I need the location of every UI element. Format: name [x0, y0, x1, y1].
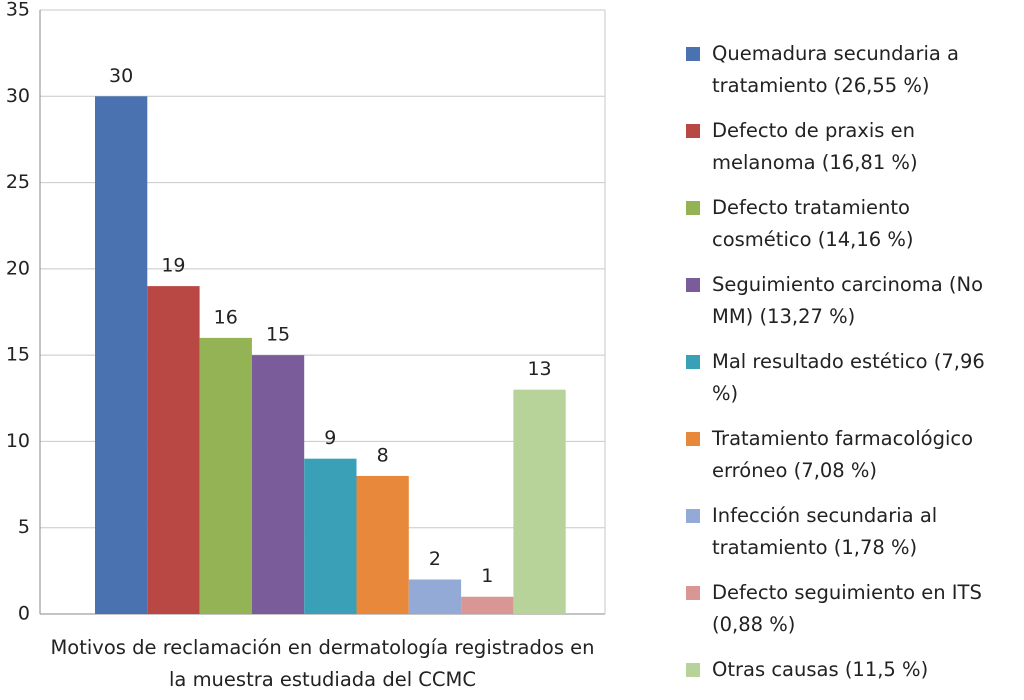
data-label: 1 — [481, 565, 493, 587]
y-tick-label: 0 — [18, 603, 30, 625]
y-tick-label: 15 — [6, 344, 30, 366]
legend-item: Tratamiento farmacológico erróneo (7,08 … — [686, 423, 1011, 487]
legend-item: Defecto tratamiento cosmético (14,16 %) — [686, 192, 1011, 256]
data-label: 16 — [214, 306, 238, 328]
data-label: 8 — [377, 444, 389, 466]
legend-item: Infección secundaria al tratamiento (1,7… — [686, 500, 1011, 564]
legend-swatch — [686, 663, 700, 677]
y-tick-label: 5 — [18, 516, 30, 538]
legend-swatch — [686, 432, 700, 446]
data-label: 15 — [266, 324, 290, 346]
legend-swatch — [686, 278, 700, 292]
legend-swatch — [686, 355, 700, 369]
legend-label: Quemadura secundaria a tratamiento (26,5… — [712, 42, 960, 97]
legend-label: Defecto de praxis en melanoma (16,81 %) — [712, 119, 918, 174]
legend-item: Defecto de praxis en melanoma (16,81 %) — [686, 115, 1011, 179]
bar — [408, 579, 462, 614]
legend-item: Otras causas (11,5 %) — [686, 654, 1011, 686]
data-label: 13 — [527, 358, 551, 380]
category-label: Motivos de reclamación en dermatología r… — [50, 636, 595, 691]
legend-swatch — [686, 509, 700, 523]
data-label: 19 — [161, 255, 185, 277]
legend-label: Tratamiento farmacológico erróneo (7,08 … — [712, 427, 974, 482]
y-tick-label: 30 — [6, 85, 30, 107]
bar — [513, 389, 566, 614]
bar — [95, 96, 148, 615]
legend-swatch — [686, 47, 700, 61]
bar — [147, 286, 200, 614]
y-tick-label: 20 — [6, 257, 30, 279]
legend-swatch — [686, 201, 700, 215]
legend-label: Infección secundaria al tratamiento (1,7… — [712, 504, 938, 559]
data-label: 9 — [324, 427, 336, 449]
legend-label: Mal resultado estético (7,96 %) — [712, 350, 985, 405]
legend-label: Seguimiento carcinoma (No MM) (13,27 %) — [712, 273, 984, 328]
bar — [199, 337, 252, 614]
bar — [251, 355, 305, 614]
legend-item: Quemadura secundaria a tratamiento (26,5… — [686, 38, 1011, 102]
bar — [356, 475, 409, 614]
y-tick-label: 25 — [6, 171, 30, 193]
data-label: 30 — [109, 65, 133, 87]
legend-item: Seguimiento carcinoma (No MM) (13,27 %) — [686, 269, 1011, 333]
y-tick-label: 10 — [6, 430, 30, 452]
legend-swatch — [686, 586, 700, 600]
legend-item: Defecto seguimiento en ITS (0,88 %) — [686, 577, 1011, 641]
legend-item: Mal resultado estético (7,96 %) — [686, 346, 1011, 410]
data-label: 2 — [429, 548, 441, 570]
y-tick-label: 35 — [6, 0, 30, 21]
bar — [461, 596, 514, 614]
legend-swatch — [686, 124, 700, 138]
legend-label: Defecto tratamiento cosmético (14,16 %) — [712, 196, 914, 251]
legend-label: Defecto seguimiento en ITS (0,88 %) — [712, 581, 982, 636]
bar — [304, 458, 357, 614]
legend-label: Otras causas (11,5 %) — [712, 658, 929, 681]
